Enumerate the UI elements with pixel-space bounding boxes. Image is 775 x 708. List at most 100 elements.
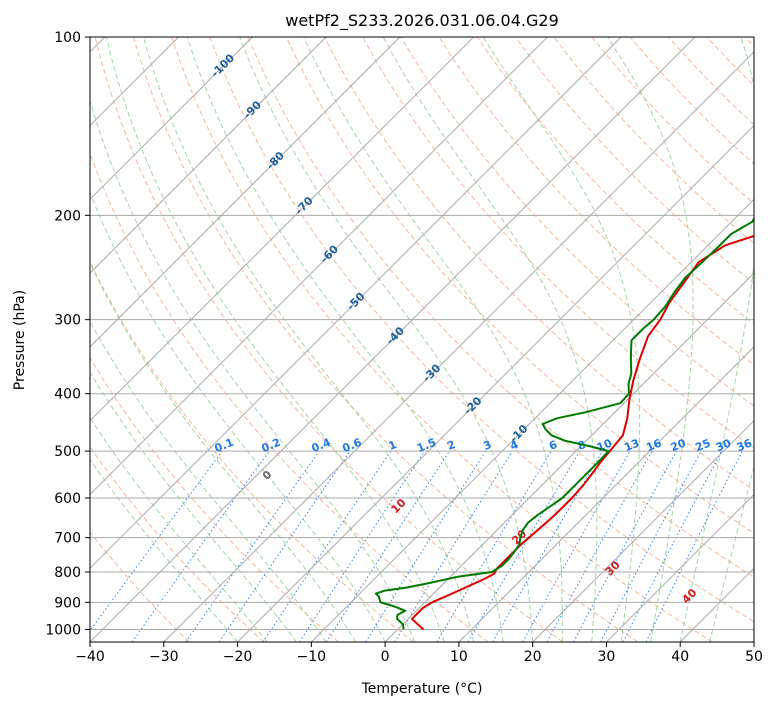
y-tick-label: 100 [54,30,81,46]
y-tick-label: 500 [54,444,81,460]
mixing-ratio-label: 2 [445,438,457,453]
background-lines [90,37,754,642]
mixing-ratio-line [573,450,677,642]
mixing-ratio-line [467,450,581,642]
temperature-line [410,234,754,631]
dry-adiabat-line [90,446,265,642]
isotherm-line [679,567,754,642]
profile-series [374,216,754,631]
mixing-ratio-line [185,450,320,642]
x-tick-label: −40 [75,649,105,665]
x-tick-label: −30 [149,649,179,665]
mixing-ratio-label: 36 [735,436,754,454]
isotherm-line [90,37,327,274]
moist-adiabat-line [709,465,754,642]
dry-adiabat-line [629,37,754,165]
mixing-ratio-label: 25 [693,437,712,455]
mixing-ratio-line [262,450,392,642]
mixing-ratio-line [90,450,223,632]
y-axis: 100 200 300 400 500 600 700 800 900 1000 [45,30,90,638]
dry-adiabat-line [591,37,754,205]
mixing-ratio-line [600,450,702,642]
moist-adiabat-line [679,37,754,642]
dry-adiabat-line [744,37,754,47]
moist-adiabat-line [482,37,641,642]
dry-adiabat-line [515,37,754,285]
moist-adiabat-line [142,37,475,642]
mixing-ratio-label: 8 [576,438,588,453]
dry-adiabat-line [706,37,754,87]
mixing-ratio-label: 10 [595,436,614,454]
moist-adiabat-line [90,320,327,642]
mixing-ratio-label: 13 [622,437,641,455]
moist-adiabat-line [90,458,238,642]
mixing-ratio-line [131,450,270,642]
x-tick-label: −20 [223,649,253,665]
x-tick-label: 40 [671,649,689,665]
isotherm-line [458,346,754,642]
moist-adiabat-line [186,37,504,642]
isotherm-line [163,51,754,642]
mixing-ratio-line [645,450,743,642]
dry-adiabat-line [90,531,190,642]
moist-adiabat-label: 40 [679,586,699,606]
mixing-ratio-label: 16 [644,436,663,454]
isotherm-line [606,493,754,642]
moist-adiabat-line [382,37,598,642]
y-tick-label: 300 [54,313,81,329]
isotherm-line [310,198,754,642]
mixing-ratio-line [546,450,653,642]
y-tick-label: 700 [54,531,81,547]
mixing-ratio-label: 30 [714,436,733,454]
moist-adiabat-label: 10 [389,496,409,516]
mixing-ratio-label: 0.4 [310,436,333,455]
moist-adiabat-line [90,191,386,642]
dry-adiabat-line [667,37,754,126]
moist-adiabat-line [90,416,268,642]
dry-adiabat-line [171,37,713,642]
moist-adiabat-line [303,37,563,642]
moist-adiabat-label: 30 [603,558,623,578]
isotherm-line [532,419,754,642]
dry-adiabat-line [438,37,754,366]
y-tick-label: 900 [54,595,81,611]
mixing-ratio-label: 0.6 [341,436,364,455]
isotherm-line [90,37,548,496]
moist-adiabat-line [607,37,694,642]
chart-title: wetPf2_S233.2026.031.06.04.G29 [285,11,559,31]
x-axis: −40 −30 −20 −10 0 10 20 30 40 50 [75,642,763,665]
dewpoint-line [374,216,754,630]
y-tick-label: 200 [54,208,81,224]
x-tick-label: 10 [450,649,468,665]
x-tick-label: −10 [297,649,327,665]
isotherm-line [237,124,754,642]
isotherm-line [90,37,253,201]
isotherm-line [384,272,754,642]
dry-adiabat-line [209,37,754,623]
dry-adiabat-line [323,37,754,491]
mixing-ratio-line [325,450,450,642]
moist-adiabat-line [90,262,357,642]
y-tick-label: 400 [54,387,81,403]
mixing-ratio-line [522,450,631,642]
moist-adiabat-line [105,37,445,642]
dry-adiabat-line [94,37,564,642]
dry-adiabat-line [90,260,414,642]
dry-adiabat-line [90,152,489,642]
dry-adiabat-line [553,37,754,245]
mixing-ratio-line [218,450,351,642]
dry-adiabat-line [362,37,754,449]
moist-adiabat-label: 0 [260,468,275,483]
x-tick-label: 20 [524,649,542,665]
x-tick-label: 30 [598,649,616,665]
isotherm-line [90,37,401,348]
isotherm-line [90,37,622,569]
moist-adiabat-line [239,37,534,642]
x-axis-label: Temperature (°C) [361,681,483,697]
x-tick-label: 0 [381,649,390,665]
y-tick-label: 1000 [45,622,81,638]
mixing-ratio-line [299,450,426,642]
mixing-ratio-line [394,450,513,642]
mixing-ratio-label: 3 [482,438,494,453]
y-tick-label: 800 [54,565,81,581]
